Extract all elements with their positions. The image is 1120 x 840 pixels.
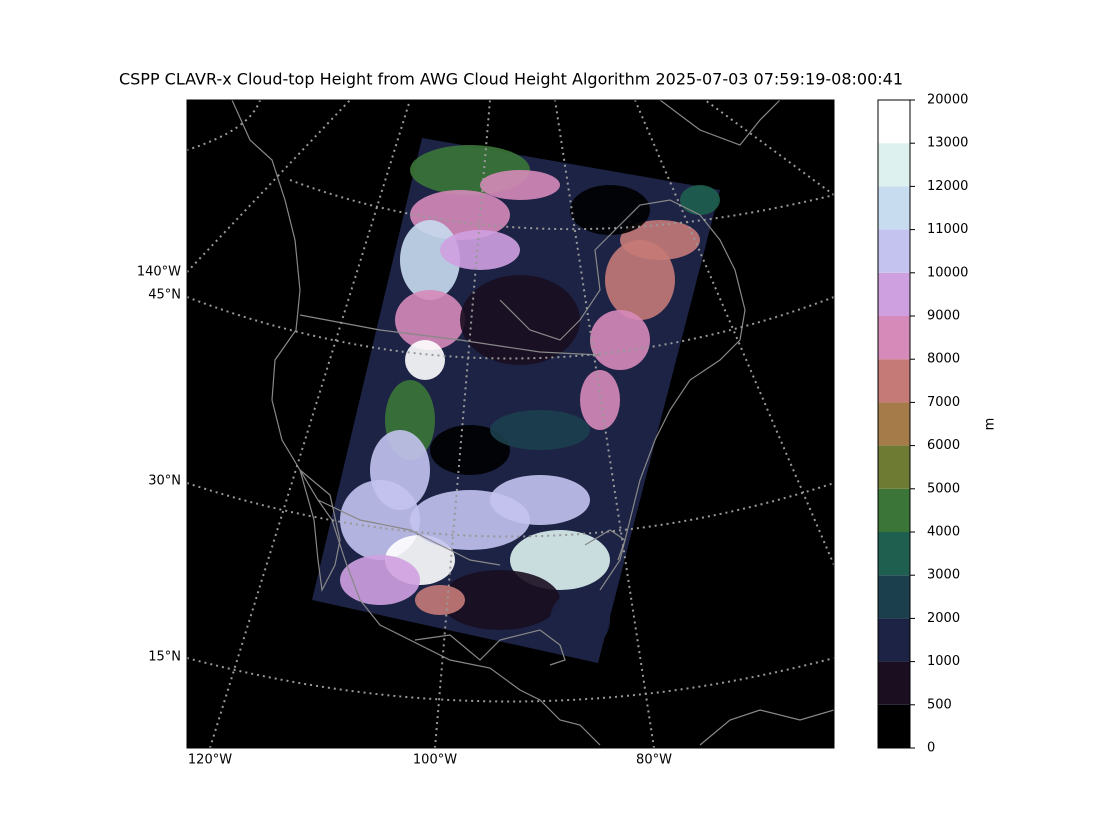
cloud-patch [580,370,620,430]
map-frame [186,99,835,749]
colorbar-tick-label: 7000 [927,395,960,410]
colorbar-tick-label: 3000 [927,568,960,583]
coastlines [231,100,834,746]
colorbar: 0 500 1000 2000 3000 4000 5000 6000 7000 8000 9000… [877,93,968,756]
colorbar-tick-label: 10000 [927,265,968,280]
map-panel: 120°W 100°W 80°W 140°W 45°N 30°N 15°N [137,99,835,768]
cloud-patch [415,585,465,615]
cloud-patch [430,425,510,475]
cloud-patch [570,185,650,235]
cloud-patch [480,170,560,200]
colorbar-bin [878,402,910,446]
colorbar-frame [877,99,911,749]
colorbar-tick-label: 11000 [927,222,968,237]
colorbar-bin [878,272,910,316]
colorbar-bin [878,100,910,144]
lon-label: 120°W [188,753,232,768]
cloud-patch [490,475,590,525]
lat-label: 140°W [137,265,181,280]
colorbar-bin [878,618,910,662]
cloud-patch [340,555,420,605]
cloud-patch [395,290,465,350]
colorbar-bin [878,445,910,489]
cloud-patch [550,590,610,650]
colorbar-tick-label: 13000 [927,136,968,151]
colorbar-tick-label: 20000 [927,93,968,108]
colorbar-bin [878,532,910,576]
cloud-patch [620,220,700,260]
colorbar-bin [878,575,910,619]
colorbar-bin [878,186,910,230]
lat-label: 45°N [148,288,181,303]
cloud-patch [405,340,445,380]
colorbar-bin [878,488,910,532]
cloud-patch [400,220,460,300]
colorbar-tick-label: 1000 [927,654,960,669]
map-title: CSPP CLAVR-x Cloud-top Height from AWG C… [119,70,903,89]
cloud-patch [605,240,675,320]
lat-label: 15°N [148,650,181,665]
lon-label: 80°W [636,753,672,768]
colorbar-tick-label: 5000 [927,481,960,496]
colorbar-bin [878,229,910,273]
colorbar-bin [878,143,910,187]
colorbar-tick-label: 9000 [927,309,960,324]
colorbar-label: m [983,418,998,431]
cloud-patch [440,570,560,630]
colorbar-bin [878,359,910,403]
colorbar-bin [878,661,910,705]
graticule [187,100,834,748]
colorbar-tick-label: 500 [927,697,952,712]
colorbar-bin [878,704,910,748]
lon-label: 100°W [413,753,457,768]
colorbar-tick-label: 4000 [927,525,960,540]
cloud-patch [680,185,720,215]
colorbar-tick-label: 0 [927,741,935,756]
colorbar-tick-label: 6000 [927,438,960,453]
lat-label: 30°N [148,474,181,489]
colorbar-tick-label: 8000 [927,352,960,367]
cloud-patch [490,410,590,450]
colorbar-tick-label: 12000 [927,179,968,194]
colorbar-tick-label: 2000 [927,611,960,626]
cloud-patch [440,230,520,270]
cloud-patch [590,310,650,370]
colorbar-bin [878,316,910,360]
